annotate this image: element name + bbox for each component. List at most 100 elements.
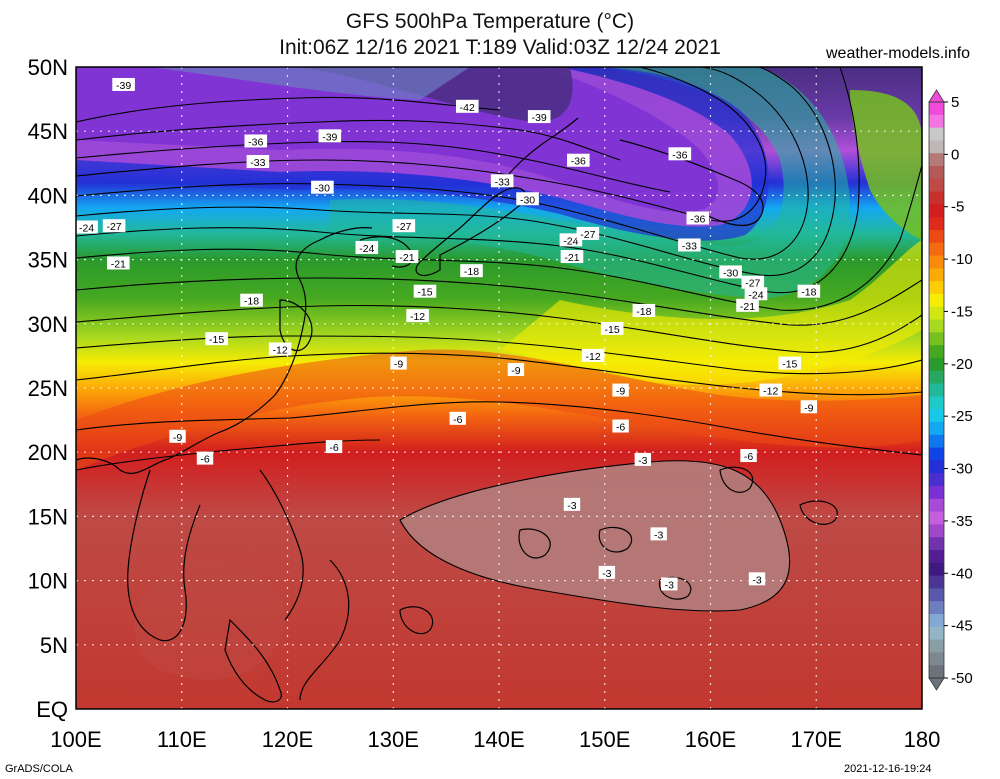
colorbar-label: 0	[951, 146, 959, 163]
colorbar-segment	[929, 230, 944, 244]
contour-label-box	[527, 110, 551, 124]
latitude-label: 10N	[28, 569, 68, 594]
latitude-label: 35N	[28, 248, 68, 273]
site-credit: weather-models.info	[826, 45, 971, 62]
contour-label: -6	[449, 411, 466, 426]
contour-labels: -39-42-39-36 -39-33 -36-36-30-33-30-36-27-…	[75, 77, 821, 591]
contour-label-box	[205, 332, 228, 346]
colorbar-segment	[929, 345, 944, 359]
contour-label: -24	[75, 220, 98, 235]
colorbar-segment	[929, 601, 944, 615]
contour-label-box	[567, 153, 590, 167]
contour-label-box	[581, 348, 605, 362]
contour-label: -27	[102, 219, 126, 233]
longitude-label: 110E	[157, 727, 207, 752]
colorbar-segment	[929, 562, 944, 577]
contour-label: -3	[748, 572, 766, 586]
contour-label-text: -36	[248, 136, 263, 148]
contour-label-box	[598, 565, 616, 579]
contour-label-box	[240, 293, 263, 307]
contour-label: -42	[455, 99, 479, 114]
contour-label: -27	[576, 226, 600, 241]
contour-label: -6	[325, 440, 343, 454]
colorbar-segment	[929, 486, 944, 500]
contour-label-box	[759, 383, 783, 397]
contour-label: -3	[650, 527, 667, 541]
contour-label-box	[600, 321, 624, 335]
contour-label: -12	[581, 348, 605, 363]
contour-label-box	[668, 147, 692, 161]
colorbar-segment	[929, 281, 944, 295]
contour-label-box	[741, 275, 765, 289]
contour-label-box	[740, 449, 757, 463]
contour-label: -3	[563, 497, 581, 512]
contour-label-text: -18	[801, 287, 816, 299]
contour-label: -33	[246, 155, 270, 169]
latitude-label: 15N	[28, 504, 68, 529]
colorbar-label: -50	[951, 670, 973, 687]
colorbar-segment	[929, 370, 944, 385]
longitude-label: 100E	[50, 727, 101, 752]
colorbar-label: -5	[951, 199, 964, 216]
contour-label-text: -30	[520, 194, 535, 206]
colorbar-label: -15	[951, 303, 973, 320]
contour-label-text: -3	[638, 455, 647, 467]
longitude-label: 130E	[368, 727, 419, 752]
colorbar: 5 0 -5 -10 -15 -20 -25 -30 -35 -40 -45 -50	[928, 89, 973, 691]
longitude-label: 170E	[791, 727, 842, 752]
contour-label: -18	[240, 293, 263, 308]
colorbar-segment	[929, 268, 944, 282]
longitude-label: 180	[904, 727, 941, 752]
colorbar-segment	[929, 537, 944, 551]
colorbar-label: -40	[951, 565, 973, 582]
contour-label-box	[413, 284, 437, 298]
contour-label-box	[318, 129, 342, 143]
contour-label: -18	[632, 303, 656, 318]
colorbar-segment	[929, 473, 944, 487]
map-title: GFS 500hPa Temperature (°C)	[345, 10, 635, 33]
contour-label: -36	[686, 211, 710, 226]
longitude-axis: 100E 110E 120E 130E 140E 150E 160E 170E 180	[50, 727, 940, 752]
contour-label: -18	[460, 264, 483, 278]
contour-label: -3	[598, 565, 616, 580]
contour-label-box	[661, 577, 678, 591]
contour-label: -33	[490, 174, 514, 188]
colorbar-segment	[929, 127, 944, 141]
contour-label-box	[311, 180, 334, 194]
contour-label-box	[748, 572, 766, 586]
contour-label-text: -12	[273, 344, 288, 356]
colorbar-segment	[929, 447, 944, 461]
contour-label-text: -12	[410, 311, 425, 323]
colorbar-label: 5	[951, 94, 959, 111]
contour-label: -9	[390, 356, 407, 371]
contour-label-box	[744, 287, 768, 301]
colorbar-segment	[929, 434, 944, 449]
contour-label: -12	[759, 383, 783, 398]
colorbar-segment	[929, 178, 944, 193]
contour-label: -36	[567, 153, 590, 168]
contour-label-box	[800, 400, 818, 414]
contour-label-box	[778, 356, 802, 370]
contour-label: -39	[527, 110, 551, 124]
contour-label: -21	[736, 298, 759, 313]
contour-label-box	[686, 211, 710, 225]
colorbar-segment	[929, 460, 944, 474]
contour-label-text: -24	[563, 235, 578, 247]
contour-label-box	[650, 527, 667, 541]
colorbar-segment	[929, 383, 944, 397]
colorbar-segment	[929, 102, 944, 116]
colorbar-frame	[928, 101, 945, 679]
longitude-label: 150E	[579, 727, 630, 752]
contour-label-text: -30	[723, 267, 738, 279]
contour-label-box	[406, 309, 429, 323]
latitude-label: EQ	[36, 697, 68, 722]
colorbar-segment	[929, 614, 944, 628]
contour-label: -12	[268, 342, 292, 356]
contour-label: -24	[744, 287, 768, 301]
latitude-label: 25N	[28, 376, 68, 401]
colorbar-segment	[929, 396, 944, 410]
contour-label-text: -24	[359, 243, 374, 255]
contour-label-box	[196, 451, 214, 465]
contour-label-box	[490, 174, 514, 188]
colorbar-segment	[929, 204, 944, 218]
